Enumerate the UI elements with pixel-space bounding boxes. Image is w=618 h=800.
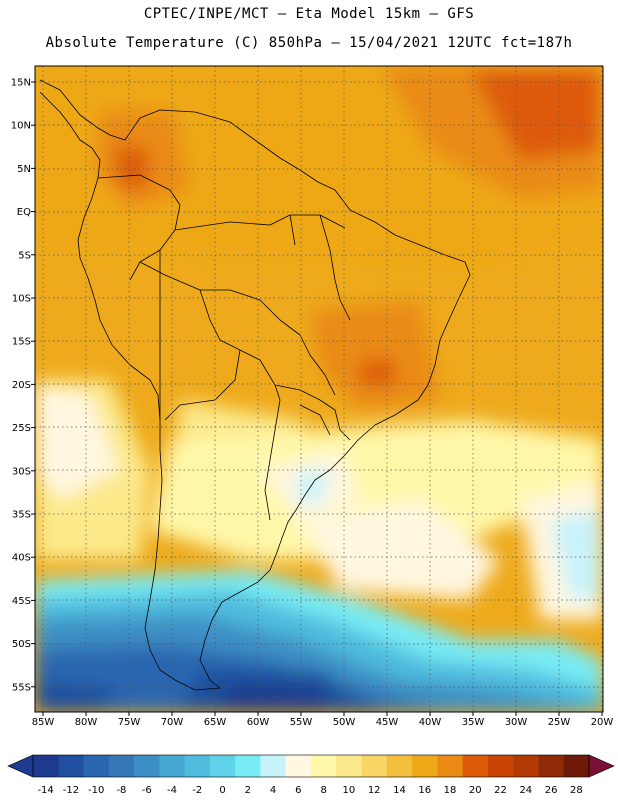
colorbar (7, 754, 615, 778)
longitude-label: 45W (376, 717, 399, 728)
latitude-label: 25S (12, 423, 31, 434)
latitude-label: 10N (11, 121, 31, 132)
colorbar-swatch (336, 755, 362, 777)
latitude-label: 15N (11, 78, 31, 89)
colorbar-tick-label: 0 (219, 785, 225, 796)
colorbar-swatch (462, 755, 489, 777)
colorbar-tick-label: 12 (368, 785, 381, 796)
colorbar-tick-label: -4 (167, 785, 177, 796)
latitude-label: 40S (12, 553, 31, 564)
colorbar-swatch (108, 755, 135, 777)
colorbar-swatch (159, 755, 185, 777)
latitude-label: 50S (12, 639, 31, 650)
colorbar-over-arrow (588, 754, 615, 778)
coastline (39, 79, 471, 691)
temperature-field (35, 66, 603, 712)
colorbar-swatch (209, 755, 236, 777)
map-subtitle: Absolute Temperature (C) 850hPa – 15/04/… (45, 35, 573, 51)
longitude-label: 35W (462, 717, 485, 728)
longitude-label: 75W (118, 717, 141, 728)
latitude-label: 55S (12, 682, 31, 693)
colorbar-swatch (235, 755, 261, 777)
colorbar-tick-label: -10 (88, 785, 104, 796)
latitude-label: 15S (12, 337, 31, 348)
colorbar-tick-label: -2 (192, 785, 202, 796)
colorbar-tick-label: -14 (37, 785, 53, 796)
longitude-label: 70W (161, 717, 184, 728)
colorbar-under-arrow (7, 754, 34, 778)
colorbar-tick-label: 28 (570, 785, 583, 796)
colorbar-tick-label: 24 (519, 785, 532, 796)
latitude-label: 35S (12, 510, 31, 521)
colorbar-tick-label: 10 (343, 785, 356, 796)
colorbar-tick-label: 6 (295, 785, 301, 796)
colorbar-swatch (260, 755, 287, 777)
latitude-label: 5S (18, 250, 31, 261)
longitude-label: 20W (591, 717, 614, 728)
longitude-labels: 85W 80W 75W 70W 65W 60W 55W 50W 45W 40W 35W 30W 25W 2… (32, 712, 614, 728)
colorbar-swatch (285, 755, 312, 777)
colorbar-swatch (386, 755, 413, 777)
colorbar-swatch (184, 755, 211, 777)
colorbar-tick-label: 20 (469, 785, 482, 796)
colorbar-tick-label: 22 (494, 785, 507, 796)
longitude-label: 85W (32, 717, 55, 728)
colorbar-swatch (83, 755, 110, 777)
longitude-label: 50W (333, 717, 356, 728)
colorbar-swatch (437, 755, 463, 777)
colorbar-border (32, 754, 590, 778)
longitude-label: 65W (204, 717, 227, 728)
colorbar-swatch (361, 755, 388, 777)
colorbar-tick-label: 4 (270, 785, 276, 796)
longitude-label: 30W (505, 717, 528, 728)
latitude-label: EQ (17, 207, 31, 218)
colorbar-tick-label: 8 (320, 785, 326, 796)
longitude-label: 80W (75, 717, 98, 728)
colorbar-swatch (563, 755, 590, 777)
colorbar-swatch (538, 755, 565, 777)
longitude-label: 60W (247, 717, 270, 728)
map-frame (34, 65, 604, 713)
latitude-label: 20S (12, 380, 31, 391)
latitude-label: 10S (12, 294, 31, 305)
colorbar-tick-label: -8 (116, 785, 126, 796)
colorbar-swatch (134, 755, 160, 777)
colorbar-tick-label: 18 (444, 785, 457, 796)
colorbar-swatch (513, 755, 539, 777)
graticule (35, 66, 603, 712)
latitude-label: 45S (12, 596, 31, 607)
latitude-label: 5N (17, 164, 31, 175)
colorbar-tick-label: 14 (393, 785, 406, 796)
latitude-labels: 15N 10N 5N EQ 5S 10S 15S 20S 25S 30S 35S 40S 45S 50S 5… (11, 78, 35, 693)
colorbar-tick-label: 26 (545, 785, 558, 796)
colorbar-tick-label: -12 (63, 785, 79, 796)
longitude-label: 25W (548, 717, 571, 728)
colorbar-tick-label: 16 (418, 785, 431, 796)
colorbar-swatch (487, 755, 514, 777)
colorbar-swatch (412, 755, 438, 777)
latitude-label: 30S (12, 466, 31, 477)
colorbar-swatch (311, 755, 337, 777)
colorbar-swatch (58, 755, 84, 777)
colorbar-tick-label: -6 (142, 785, 152, 796)
longitude-label: 40W (419, 717, 442, 728)
colorbar-tick-label: 2 (245, 785, 251, 796)
longitude-label: 55W (290, 717, 313, 728)
map-title: CPTEC/INPE/MCT – Eta Model 15km – GFS (143, 6, 475, 22)
colorbar-swatch (33, 755, 59, 777)
colorbar-tick-labels: -14 -12 -10 -8 -6 -4 -2 0 2 4 6 8 10 12 14 16 18 20 22 24 26… (37, 785, 582, 796)
